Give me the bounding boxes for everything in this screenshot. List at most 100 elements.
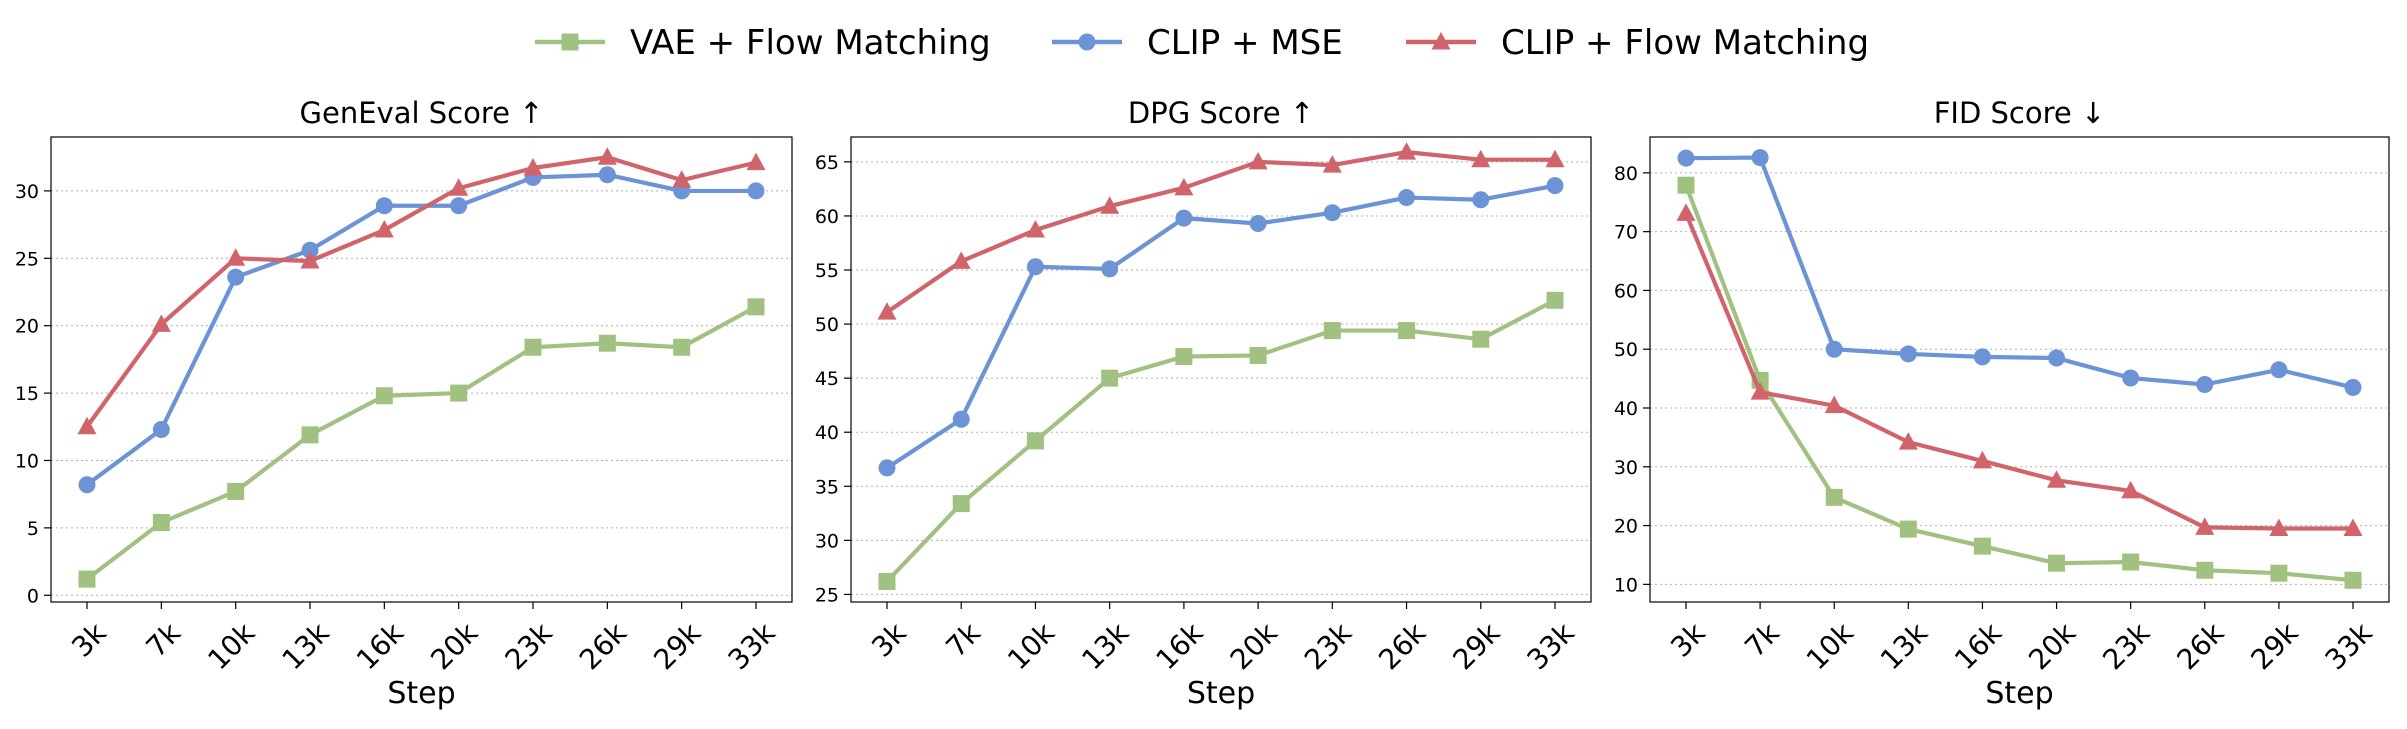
data-point xyxy=(524,338,542,356)
data-point xyxy=(2344,378,2362,396)
x-tick-label: 23k xyxy=(499,616,560,677)
x-tick-label: 26k xyxy=(573,616,634,677)
data-point xyxy=(301,241,319,259)
legend: VAE + Flow Matching CLIP + MSE CLIP + Flow… xyxy=(535,23,1869,63)
data-point xyxy=(1249,215,1267,233)
data-point xyxy=(1026,258,1044,276)
data-point xyxy=(2343,518,2363,537)
data-point xyxy=(1676,203,1696,221)
legend-marker xyxy=(1431,32,1451,50)
series-line xyxy=(85,155,757,429)
data-point xyxy=(747,298,765,316)
plot-frame xyxy=(1649,136,2390,603)
data-point xyxy=(1825,340,1843,358)
data-point xyxy=(1751,149,1769,167)
data-point xyxy=(2195,517,2215,535)
x-tick-label: 20k xyxy=(1224,616,1285,677)
data-point xyxy=(2122,553,2140,571)
y-tick-label: 60 xyxy=(1614,280,1638,302)
y-tick-label: 30 xyxy=(815,530,839,552)
x-tick-label: 20k xyxy=(424,616,485,677)
data-point xyxy=(2122,369,2140,387)
chart-panel: DPG Score ↑ 25 30 35 40 45 50 55 60 65 3k 7k 10k 13k 1… xyxy=(815,96,1592,711)
data-point xyxy=(1545,149,1565,168)
data-point xyxy=(878,459,896,477)
x-tick-label: 26k xyxy=(2170,616,2231,677)
x-tick-label: 33k xyxy=(722,616,783,677)
legend-marker xyxy=(1078,33,1096,51)
plot-frame xyxy=(50,136,793,603)
data-point xyxy=(2047,470,2067,488)
y-tick-label: 50 xyxy=(815,314,839,336)
chart-panel: GenEval Score ↑ 0 5 10 15 20 25 30 3k 7k 10k 13k 16k… xyxy=(15,96,793,711)
data-point xyxy=(1026,432,1044,450)
data-point xyxy=(598,166,616,184)
y-tick-label: 40 xyxy=(1614,398,1638,420)
data-point xyxy=(673,338,691,356)
series xyxy=(1676,203,2363,537)
x-tick-label: 3k xyxy=(865,616,913,664)
series-line xyxy=(85,304,758,581)
y-tick-label: 70 xyxy=(1614,222,1638,244)
y-tick-label: 20 xyxy=(1614,516,1638,538)
x-tick-label: 33k xyxy=(2319,616,2380,677)
x-tick-label: 23k xyxy=(2096,616,2157,677)
y-tick-label: 35 xyxy=(815,476,839,498)
data-point xyxy=(2121,480,2141,499)
data-point xyxy=(2196,375,2214,393)
data-point xyxy=(1472,330,1490,348)
data-point xyxy=(151,314,171,332)
plot-frame xyxy=(850,136,1592,603)
data-point xyxy=(227,268,245,286)
data-point xyxy=(952,495,970,513)
y-tick-label: 30 xyxy=(15,181,39,203)
data-point xyxy=(2048,349,2066,367)
y-tick-label: 45 xyxy=(815,368,839,390)
x-tick-label: 33k xyxy=(1521,616,1582,677)
data-point xyxy=(2269,518,2289,537)
y-tick-label: 60 xyxy=(815,206,839,228)
x-axis-label: Step xyxy=(387,676,455,711)
x-tick-label: 10k xyxy=(201,616,262,677)
data-point xyxy=(78,570,96,588)
data-point xyxy=(1825,488,1843,506)
x-tick-label: 3k xyxy=(1664,616,1712,664)
legend-label: CLIP + MSE xyxy=(1147,23,1343,63)
y-tick-label: 65 xyxy=(815,152,839,174)
x-tick-label: 13k xyxy=(276,616,337,677)
x-tick-label: 29k xyxy=(647,616,708,677)
series-line xyxy=(1684,184,2354,583)
x-tick-label: 3k xyxy=(65,616,113,664)
data-point xyxy=(152,513,170,531)
series xyxy=(78,166,765,494)
data-point xyxy=(152,420,170,438)
data-point xyxy=(1471,149,1491,168)
x-axis-label: Step xyxy=(1985,676,2053,711)
series xyxy=(1677,149,2362,396)
data-point xyxy=(2048,554,2066,572)
series-line xyxy=(1684,212,2353,531)
data-point xyxy=(449,178,469,196)
y-tick-label: 10 xyxy=(15,450,39,472)
data-point xyxy=(1677,176,1695,194)
series-line xyxy=(85,172,756,487)
data-point xyxy=(1750,382,1770,400)
data-point xyxy=(375,197,393,215)
data-point xyxy=(1824,395,1844,414)
data-point xyxy=(598,334,616,352)
data-point xyxy=(78,476,96,494)
series-line xyxy=(885,298,1556,583)
data-point xyxy=(1398,322,1416,340)
data-point xyxy=(672,170,692,188)
chart-title: FID Score ↓ xyxy=(1934,96,2106,130)
y-tick-label: 10 xyxy=(1614,574,1638,596)
y-tick-label: 20 xyxy=(15,316,39,338)
data-point xyxy=(2270,564,2288,582)
x-tick-label: 13k xyxy=(1874,616,1935,677)
x-tick-label: 20k xyxy=(2022,616,2083,677)
x-tick-label: 16k xyxy=(350,616,411,677)
data-point xyxy=(523,158,543,176)
data-point xyxy=(1472,191,1490,209)
data-point xyxy=(877,302,897,320)
